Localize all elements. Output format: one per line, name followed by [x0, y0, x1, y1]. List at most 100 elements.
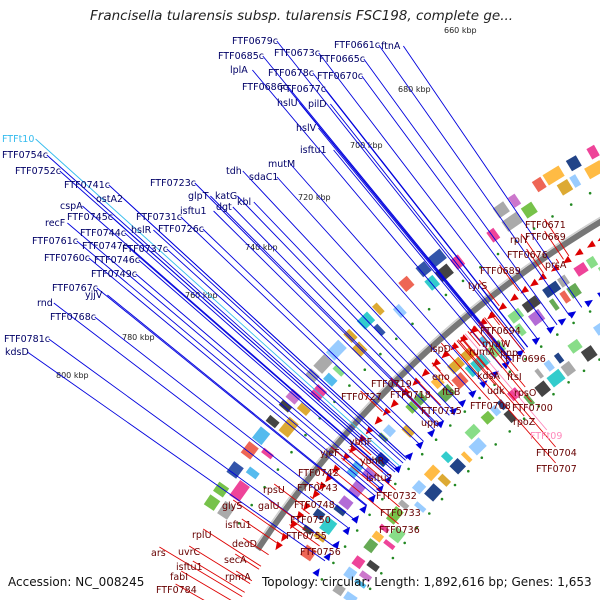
leader-line	[46, 154, 399, 470]
tick-dot	[355, 529, 359, 532]
gene-label: recF	[45, 218, 65, 229]
tick-dot	[290, 450, 293, 454]
kbp-label: 660 kbp	[444, 26, 477, 35]
gene-label: ars	[151, 548, 166, 559]
feature-band-inner	[480, 410, 495, 425]
gene-label: FTF0750	[290, 515, 331, 526]
leader-line	[124, 232, 396, 473]
leader-line	[276, 40, 524, 352]
gene-label: dgt	[216, 202, 232, 213]
tick-dot	[522, 417, 526, 421]
feature-band-outer	[332, 364, 345, 377]
leader-line	[403, 45, 583, 308]
feature-band-outer	[278, 416, 299, 438]
feature-band-outer	[296, 402, 311, 416]
feature-band-inner	[437, 473, 452, 487]
leader-line	[235, 570, 253, 582]
feature-band-outer	[285, 388, 302, 405]
gene-label: FTF0704	[536, 448, 577, 459]
gene-label: rplU	[192, 530, 212, 541]
feature-band-outer	[520, 201, 538, 219]
feature-band-inner	[464, 423, 481, 440]
gene-label: tyrS	[468, 281, 487, 292]
leader-line	[333, 149, 510, 363]
tick-dot	[440, 497, 444, 501]
forward-gene-arrow	[531, 337, 541, 345]
leader-line	[363, 58, 558, 326]
tick-dot	[263, 485, 266, 489]
gene-label: FTF0741c	[64, 180, 110, 191]
reverse-gene-arrow	[587, 240, 596, 248]
feature-band-inner	[507, 387, 522, 402]
gene-label: FTF0726c	[158, 224, 204, 235]
feature-band-inner	[559, 290, 572, 304]
tick-dot	[381, 497, 384, 501]
gene-label: galU	[258, 501, 279, 512]
feature-band-inner	[440, 451, 454, 464]
tick-dot	[556, 333, 559, 336]
leader-line	[234, 553, 260, 570]
reverse-gene-arrow	[325, 473, 334, 483]
forward-gene-arrow	[501, 361, 510, 370]
feature-band-inner	[543, 359, 555, 372]
tick-dot	[494, 443, 498, 446]
forward-gene-arrow	[468, 390, 477, 398]
tick-dot	[532, 227, 536, 230]
feature-band-outer	[556, 179, 574, 196]
gene-label: eno	[432, 372, 450, 383]
leader-line	[188, 545, 251, 584]
leader-line	[324, 88, 528, 348]
gene-label: FTF0671	[525, 220, 566, 231]
gene-label: FTF0708	[470, 401, 511, 412]
tick-dot	[368, 587, 372, 591]
forward-gene-arrow	[567, 311, 577, 319]
leader-line	[180, 216, 421, 446]
tick-dot	[508, 370, 512, 374]
leader-line	[290, 163, 485, 384]
gene-label: rnd	[37, 298, 53, 309]
feature-band-inner	[378, 523, 390, 534]
tick-dot	[524, 357, 527, 361]
feature-band-outer	[217, 500, 236, 520]
feature-band-inner	[573, 262, 589, 277]
gene-label: glpT	[188, 191, 209, 202]
gene-label: FTFt10	[2, 134, 34, 145]
forward-gene-arrow	[367, 494, 376, 503]
gene-label: FTF0732	[376, 491, 417, 502]
gene-label: FTF0746c	[94, 255, 140, 266]
gene-label: ispD	[430, 344, 451, 355]
gene-label: pilD	[308, 99, 327, 110]
reverse-gene-arrow	[538, 272, 547, 281]
kbp-label: 720 kbp	[298, 193, 331, 202]
feature-band-outer	[203, 494, 221, 511]
gene-label: FTF0760c	[44, 253, 90, 264]
gene-label: FTF0673c	[274, 48, 320, 59]
backbone-layer	[237, 191, 600, 591]
feature-band-inner	[542, 280, 562, 299]
tick-dot	[572, 321, 575, 325]
feature-band-inner	[468, 437, 487, 456]
feature-band-inner	[354, 578, 367, 589]
reverse-gene-arrow	[374, 416, 383, 425]
feature-band-outer	[415, 261, 432, 278]
feature-band-outer	[343, 328, 358, 343]
feature-band-inner	[382, 424, 396, 438]
gene-label: FTF0689	[480, 266, 521, 277]
leader-line	[242, 537, 269, 556]
leader-line	[107, 294, 368, 506]
forward-gene-arrow	[405, 452, 413, 461]
feature-band-inner	[449, 458, 466, 475]
forward-gene-arrow	[393, 464, 402, 474]
leader-line	[317, 466, 328, 476]
feature-band-outer	[313, 354, 333, 374]
gene-label: FTF0784	[156, 585, 197, 596]
feature-band-inner	[597, 266, 600, 272]
gene-label: FTF0686c	[242, 82, 288, 93]
gene-label: FTF0745c	[67, 212, 113, 223]
tick-dot	[320, 578, 324, 581]
tick-dot	[407, 467, 410, 471]
kbp-label: 780 kbp	[122, 333, 155, 342]
leader-line	[35, 138, 401, 467]
feature-band-inner	[343, 566, 358, 581]
gene-label: ftsB	[442, 387, 460, 398]
